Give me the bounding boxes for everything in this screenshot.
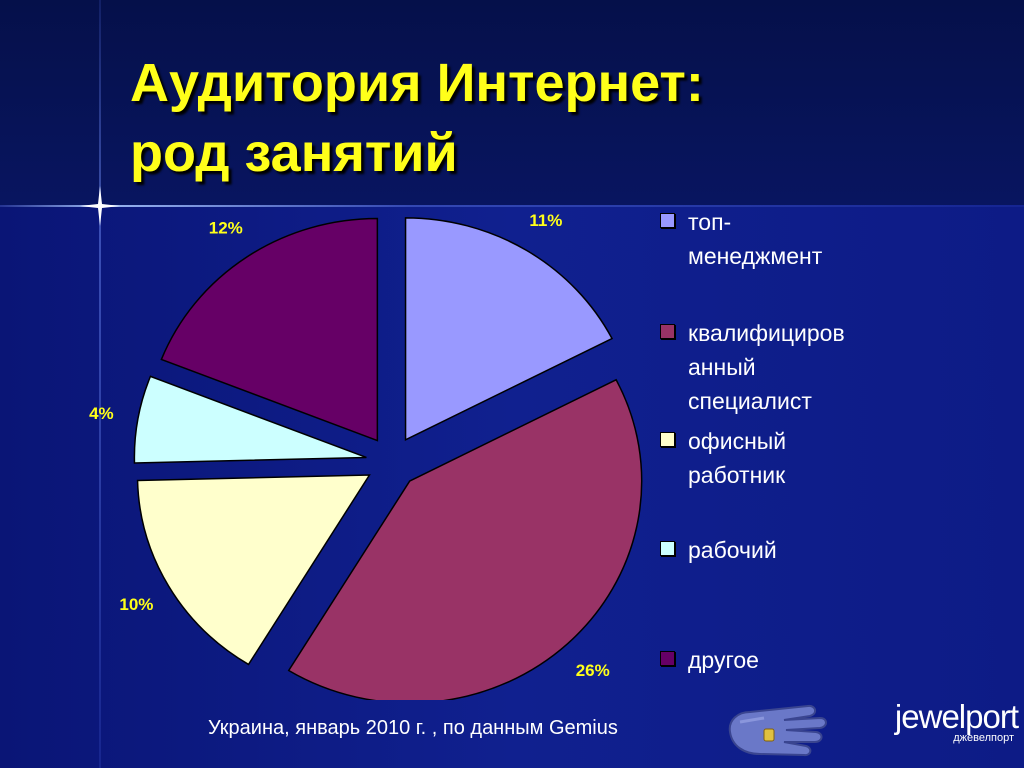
legend-item-1: топ-менеджмент	[660, 205, 930, 273]
legend-label-line: работник	[688, 462, 786, 488]
legend-label-line: анный	[688, 354, 756, 380]
sparkle-icon	[80, 186, 120, 226]
jewelport-logo: jewelport джевелпорт	[858, 698, 1019, 745]
legend-label-line: топ-	[688, 209, 732, 235]
legend-label-line: квалифициров	[688, 320, 845, 346]
legend-swatch	[660, 432, 675, 447]
title-line-2: род занятий	[130, 123, 458, 183]
pie-slice-2	[287, 378, 643, 700]
pie-label-1: 11%	[529, 211, 562, 230]
pie-label-3: 10%	[119, 595, 153, 614]
legend-swatch	[660, 541, 675, 556]
legend-item-5: другое	[660, 643, 930, 677]
legend-item-4: рабочий	[660, 533, 930, 567]
legend-swatch	[660, 213, 675, 228]
logo-subtitle: джевелпорт	[953, 732, 1014, 744]
legend-swatch	[660, 651, 675, 666]
pie-label-2: 26%	[576, 661, 610, 680]
legend-item-2: квалифициров анный специалист	[660, 316, 930, 418]
legend-label-line: специалист	[688, 388, 812, 414]
header-band	[0, 0, 1024, 205]
decor-vertical-line	[99, 0, 101, 768]
pie-chart: 11% 26% 10% 4% 12%	[89, 211, 643, 700]
legend-swatch	[660, 324, 675, 339]
logo-name: jewelport	[894, 698, 1019, 735]
title-line-1: Аудитория Интернет:	[130, 53, 704, 113]
pie-slice-5	[160, 217, 379, 442]
legend-label-line: другое	[688, 647, 759, 673]
legend-label-line: рабочий	[688, 537, 777, 563]
decor-horizontal-line	[0, 205, 1024, 207]
legend-label-line: менеджмент	[688, 243, 823, 269]
pie-slice-4	[133, 375, 367, 464]
legend-item-3: офисный работник	[660, 424, 930, 492]
legend-label-line: офисный	[688, 428, 787, 454]
hand-logo-icon	[728, 704, 827, 757]
pie-label-4: 4%	[89, 404, 114, 423]
pie-label-5: 12%	[209, 219, 243, 238]
pie-slice-3	[136, 474, 371, 666]
pie-slice-1	[404, 217, 614, 442]
source-note: Украина, январь 2010 г. , по данным Gemi…	[208, 717, 618, 739]
page-title: Аудитория Интернет: род занятий	[130, 48, 704, 188]
